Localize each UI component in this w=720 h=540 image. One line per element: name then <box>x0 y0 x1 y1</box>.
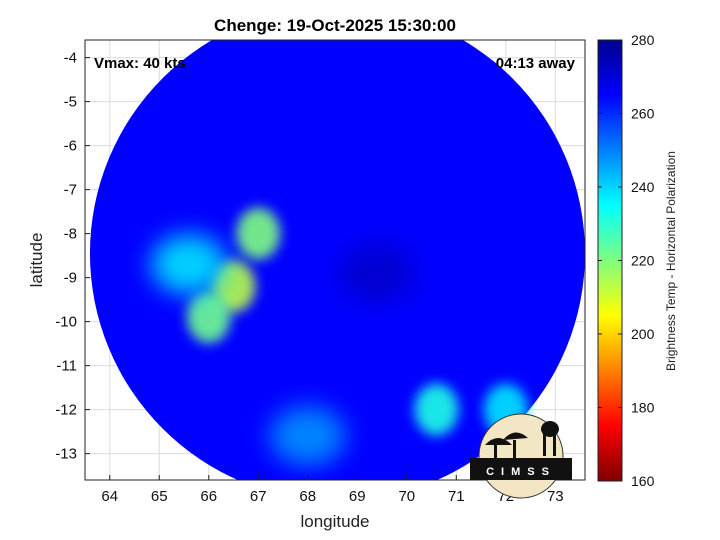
y-tick-label: -12 <box>55 402 77 419</box>
x-tick-label: 69 <box>349 488 366 505</box>
vmax-annotation: Vmax: 40 kts <box>94 55 186 72</box>
x-axis-ticks: 64 65 66 67 68 69 70 71 72 73 <box>101 475 564 505</box>
colorbar-label: Brightness Temp - Horizontal Polarizatio… <box>664 151 678 371</box>
feature-western-band-outer <box>150 234 227 295</box>
water-tower-icon <box>543 430 546 456</box>
plot-frame <box>84 39 586 481</box>
x-tick-label: 71 <box>448 488 465 505</box>
colorbar-tick-label: 240 <box>631 179 655 195</box>
y-tick-label: -11 <box>56 358 77 375</box>
colorbar-tick-label: 280 <box>631 32 655 48</box>
swath-disk <box>90 40 585 480</box>
x-tick-label: 64 <box>101 488 118 505</box>
y-tick-label: -10 <box>55 314 77 331</box>
y-tick-label: -6 <box>64 138 77 155</box>
x-tick-label: 70 <box>398 488 415 505</box>
y-tick-label: -5 <box>64 94 77 111</box>
y-tick-label: -7 <box>64 182 77 199</box>
storm-features <box>150 207 528 466</box>
cimss-logo: CIMSS <box>470 413 572 499</box>
x-tick-label: 73 <box>547 488 564 505</box>
x-tick-label: 68 <box>299 488 316 505</box>
chart-title: Chenge: 19-Oct-2025 15:30:00 <box>214 16 456 35</box>
y-tick-label: -13 <box>55 446 77 463</box>
logo-text: CIMSS <box>486 466 556 478</box>
feature-western-band-mid <box>186 291 231 344</box>
y-axis-label: latitude <box>27 233 46 288</box>
x-tick-label: 66 <box>200 488 217 505</box>
colorbar-tick-label: 200 <box>631 326 655 342</box>
feature-south-band <box>269 406 346 466</box>
colorbar-tick-label: 220 <box>631 253 655 269</box>
feature-southern-cell <box>414 383 459 436</box>
x-axis-label: longitude <box>300 512 369 531</box>
feature-eye <box>339 243 416 304</box>
satellite-dish-icon <box>485 438 512 445</box>
feature-western-band-north <box>236 207 281 260</box>
colorbar-tick-label: 160 <box>631 473 655 489</box>
colorbar-tick-label: 260 <box>631 106 655 122</box>
colorbar-ticks: 280 260 240 220 200 180 160 <box>598 32 655 489</box>
y-axis-ticks: -4 -5 -6 -7 -8 -9 -10 -11 -12 -13 <box>55 50 90 463</box>
y-tick-label: -9 <box>64 270 77 287</box>
x-tick-label: 67 <box>250 488 267 505</box>
x-tick-label: 65 <box>151 488 168 505</box>
time-away-annotation: 04:13 away <box>496 55 576 72</box>
colorbar-tick-label: 180 <box>631 400 655 416</box>
y-tick-label: -8 <box>64 226 77 243</box>
y-tick-label: -4 <box>64 50 77 67</box>
